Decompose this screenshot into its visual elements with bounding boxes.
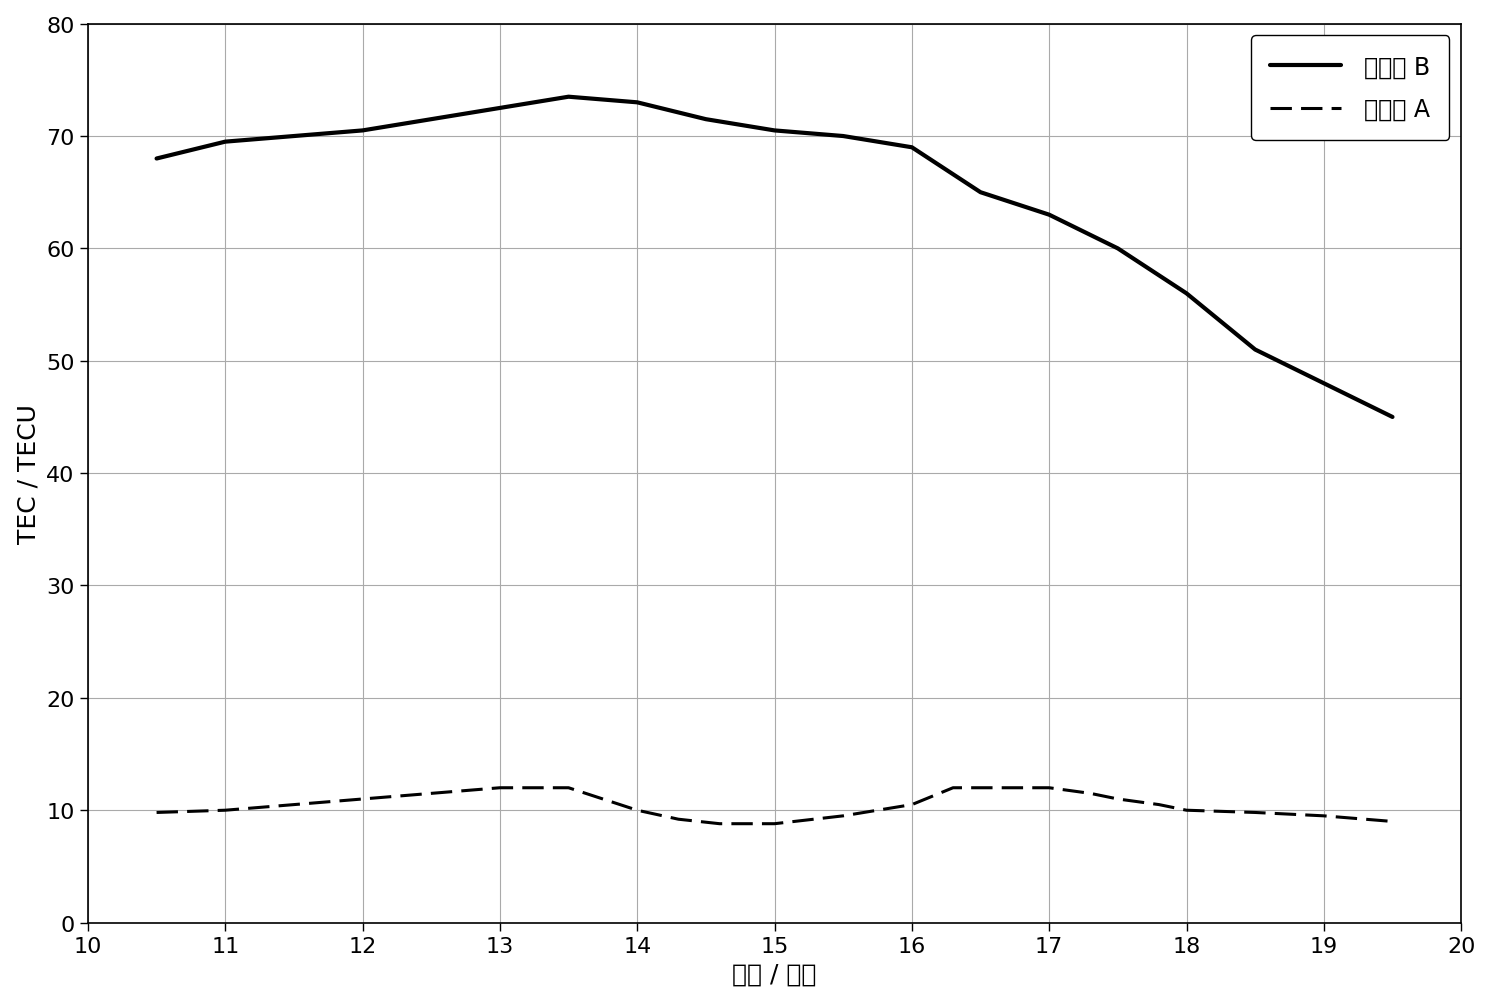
接收机 A bbox=[670, 814, 688, 826]
接收机 B bbox=[1040, 209, 1058, 221]
接收机 B bbox=[971, 187, 989, 199]
接收机 B bbox=[148, 153, 166, 165]
接收机 A bbox=[1109, 794, 1126, 806]
接收机 B bbox=[1109, 243, 1126, 256]
Line: 接收机 A: 接收机 A bbox=[157, 788, 1392, 824]
接收机 A bbox=[903, 799, 921, 811]
接收机 B bbox=[354, 125, 372, 137]
接收机 B bbox=[834, 131, 852, 143]
接收机 A bbox=[1150, 799, 1168, 811]
接收机 A bbox=[285, 799, 303, 811]
接收机 B bbox=[628, 97, 646, 109]
接收机 B bbox=[1177, 288, 1195, 300]
接收机 A bbox=[491, 782, 509, 794]
接收机 B bbox=[216, 136, 234, 148]
接收机 A bbox=[1040, 782, 1058, 794]
接收机 B bbox=[1383, 412, 1401, 424]
接收机 A bbox=[1314, 810, 1332, 822]
接收机 A bbox=[710, 818, 728, 830]
接收机 A bbox=[985, 782, 1003, 794]
Y-axis label: TEC / TECU: TEC / TECU bbox=[16, 404, 40, 543]
接收机 B bbox=[697, 114, 715, 126]
接收机 A bbox=[422, 788, 440, 800]
接收机 B bbox=[903, 142, 921, 154]
接收机 A bbox=[834, 810, 852, 822]
接收机 A bbox=[1246, 807, 1264, 819]
接收机 B bbox=[1246, 344, 1264, 356]
接收机 A bbox=[1383, 816, 1401, 828]
接收机 B bbox=[1314, 378, 1332, 390]
接收机 A bbox=[216, 805, 234, 817]
接收机 B bbox=[491, 103, 509, 115]
X-axis label: 时间 / 小时: 时间 / 小时 bbox=[733, 961, 816, 985]
接收机 A bbox=[765, 818, 783, 830]
接收机 B bbox=[765, 125, 783, 137]
接收机 A bbox=[944, 782, 962, 794]
接收机 A bbox=[354, 794, 372, 806]
接收机 A bbox=[148, 807, 166, 819]
接收机 A bbox=[1177, 805, 1195, 817]
接收机 A bbox=[628, 805, 646, 817]
接收机 A bbox=[1082, 788, 1100, 800]
接收机 A bbox=[560, 782, 577, 794]
Line: 接收机 B: 接收机 B bbox=[157, 97, 1392, 418]
接收机 B bbox=[560, 91, 577, 103]
Legend: 接收机 B, 接收机 A: 接收机 B, 接收机 A bbox=[1250, 36, 1449, 141]
